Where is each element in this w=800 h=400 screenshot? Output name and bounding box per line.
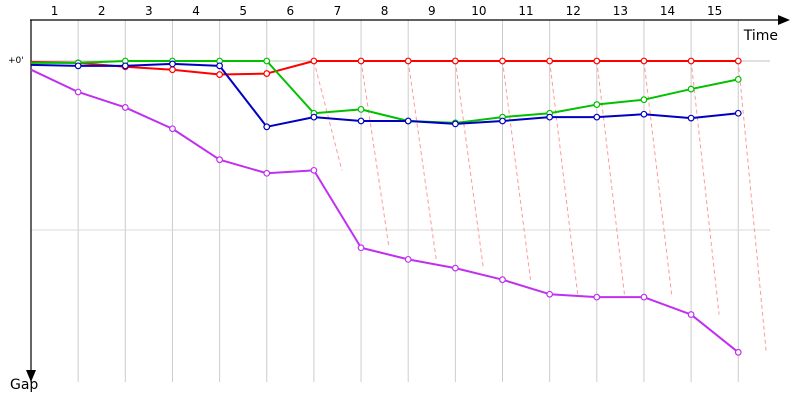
lap-label: 10 (471, 4, 486, 18)
series-3-point (121, 62, 129, 70)
series-2-point (687, 85, 695, 93)
series-4-point (451, 264, 459, 272)
series-2-point (640, 96, 648, 104)
lap-label: 15 (707, 4, 722, 18)
series-3-point (216, 62, 224, 70)
series-1-point (734, 57, 742, 65)
series-3-point (310, 113, 318, 121)
series-4-point (499, 276, 506, 284)
lap-label: 4 (192, 4, 200, 18)
series-4-point (546, 290, 554, 298)
series-layer (30, 57, 742, 356)
pit-stop-line (454, 60, 484, 269)
series-4-point (216, 156, 224, 164)
series-1-point (593, 57, 601, 65)
series-3-point (593, 113, 601, 121)
series-1-point (263, 70, 271, 77)
pit-stop-line (313, 60, 343, 171)
series-3-point (546, 113, 554, 121)
series-3-point (687, 114, 695, 122)
lap-label: 6 (287, 4, 295, 18)
series-3-point (734, 109, 742, 117)
series-4-point (404, 255, 412, 263)
lap-label: 1 (51, 4, 59, 18)
pit-stop-line (549, 60, 579, 295)
series-2-point (357, 105, 365, 113)
series-line-4 (30, 68, 739, 354)
pit-stop-line (643, 60, 673, 298)
grid-layer (31, 20, 770, 382)
pit-stop-line (690, 60, 720, 315)
pit-stop-lines (78, 60, 767, 353)
y-axis-title: Gap (10, 377, 38, 393)
series-3-point (404, 117, 412, 125)
series-4-point (593, 293, 601, 301)
series-3-point (263, 123, 271, 131)
series-2-point (734, 75, 742, 83)
lap-label: 12 (566, 4, 581, 18)
series-2-point (263, 57, 271, 65)
series-4-point (263, 169, 271, 177)
series-4-point (640, 293, 648, 301)
series-4-point (74, 88, 82, 96)
lap-label: 11 (518, 4, 533, 18)
series-line-2 (31, 60, 739, 124)
pit-stop-line (737, 60, 767, 353)
x-axis-title: Time (743, 28, 778, 44)
zero-gap-label: +0' (8, 56, 24, 66)
series-1-point (216, 71, 224, 78)
gap-axis-arrow-icon (26, 370, 36, 382)
series-3-point (169, 60, 176, 68)
series-4-point (687, 311, 695, 318)
series-4-point (169, 125, 176, 133)
series-1-point (310, 57, 318, 65)
series-1-point (357, 57, 365, 65)
lap-label: 14 (660, 4, 675, 18)
lap-label: 13 (613, 4, 628, 18)
series-1-point (546, 57, 554, 65)
lap-label: 3 (145, 4, 153, 18)
series-1-point (451, 57, 459, 65)
lap-label: 5 (239, 4, 247, 18)
series-1-point (687, 57, 695, 65)
lap-label: 8 (381, 4, 389, 18)
pit-stop-line (360, 60, 390, 248)
series-4-point (734, 348, 742, 356)
series-4-point (310, 166, 318, 174)
series-4-point (357, 244, 365, 252)
series-3-point (640, 110, 648, 118)
pit-stop-line (596, 60, 626, 298)
series-1-point (404, 57, 412, 65)
time-axis-arrow-icon (778, 15, 790, 25)
series-3-point (499, 117, 506, 125)
lap-label: 2 (98, 4, 106, 18)
series-line-3 (30, 62, 739, 128)
series-4-point (121, 104, 129, 111)
pit-stop-line (502, 60, 531, 280)
series-3-point (357, 117, 365, 125)
lap-label: 9 (428, 4, 436, 18)
series-3-point (74, 62, 82, 70)
series-3-point (451, 120, 459, 128)
series-line-1 (30, 60, 739, 76)
series-1-point (499, 57, 506, 65)
pit-stop-line (407, 60, 437, 260)
lap-label: 7 (334, 4, 342, 18)
series-1-point (169, 66, 176, 74)
series-2-point (593, 101, 601, 108)
series-1-point (640, 57, 648, 65)
lap-labels: 1 2 3 4 5 6 7 8 9 10 11 12 13 14 15 (51, 4, 723, 18)
